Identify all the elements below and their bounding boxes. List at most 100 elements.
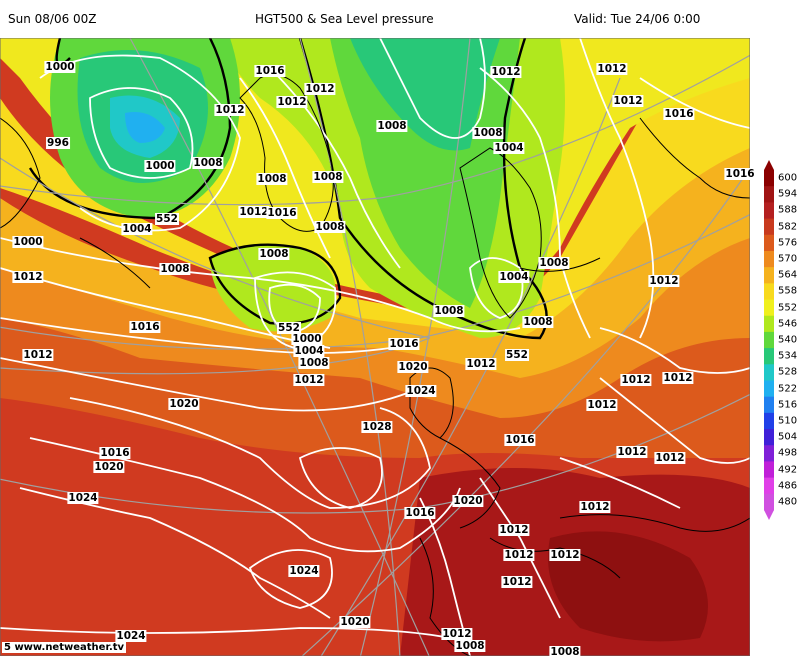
contour-552-west — [28, 38, 232, 220]
coastlines — [0, 74, 750, 656]
legend-value: 480 — [778, 496, 798, 508]
isobar-label: 1020 — [168, 398, 200, 410]
isobar-label: 1012 — [214, 104, 246, 116]
isobar-label: 1012 — [276, 96, 308, 108]
isobar-label: 1012 — [304, 83, 336, 95]
legend-value: 504 — [778, 431, 798, 443]
isobar-label: 1008 — [522, 316, 554, 328]
isobar-label: 1008 — [376, 120, 408, 132]
legend-swatch — [764, 218, 774, 236]
isobar-label: 552 — [505, 349, 529, 361]
legend-value: 522 — [778, 383, 798, 395]
legend-colorbar — [764, 160, 774, 520]
legend-swatch — [764, 396, 774, 414]
legend-swatch — [764, 250, 774, 268]
legend-swatch — [764, 331, 774, 349]
isobar-label: 1016 — [266, 207, 298, 219]
legend-swatch — [764, 493, 774, 511]
legend-value: 528 — [778, 366, 798, 378]
legend-value: 540 — [778, 334, 798, 346]
legend-swatch — [764, 283, 774, 301]
legend-value: 594 — [778, 188, 798, 200]
isobar-label: 1024 — [288, 565, 320, 577]
legend-value: 564 — [778, 269, 798, 281]
legend-swatch — [764, 267, 774, 284]
isobar-label: 1012 — [490, 66, 522, 78]
isobar-label: 1016 — [663, 108, 695, 120]
legend-swatch — [764, 445, 774, 462]
isobar-label: 1008 — [549, 646, 581, 658]
isobar-label: 1000 — [44, 61, 76, 73]
legend-swatch — [764, 412, 774, 430]
legend-swatch — [764, 186, 774, 203]
isobar-label: 1012 — [465, 358, 497, 370]
legend-value: 492 — [778, 464, 798, 476]
legend-value: 516 — [778, 399, 798, 411]
isobar-label: 1012 — [596, 63, 628, 75]
isobar-label: 1012 — [549, 549, 581, 561]
legend-swatch — [764, 364, 774, 381]
isobar-label: 552 — [277, 322, 301, 334]
isobar-label: 1008 — [472, 127, 504, 139]
legend-value: 558 — [778, 285, 798, 297]
isobar-label: 1012 — [648, 275, 680, 287]
isobar-label: 1012 — [579, 501, 611, 513]
legend-swatch — [764, 170, 774, 187]
isobar-label: 1004 — [498, 271, 530, 283]
isobar-label: 1012 — [22, 349, 54, 361]
legend-swatch — [764, 477, 774, 495]
isobar-label: 1012 — [498, 524, 530, 536]
height-band-540 — [350, 38, 500, 151]
isobar-label: 1016 — [404, 507, 436, 519]
legend-bottom-arrow — [764, 510, 774, 520]
height-band-528-low — [125, 112, 165, 143]
isobar-label: 1008 — [433, 305, 465, 317]
legend-value: 498 — [778, 447, 798, 459]
credit-text: 5 www.netweather.tv — [2, 642, 127, 653]
isobar-label: 1012 — [654, 452, 686, 464]
isobar-label: 1020 — [452, 495, 484, 507]
legend-value: 588 — [778, 204, 798, 216]
isobar-label: 1008 — [258, 248, 290, 260]
legend-value: 510 — [778, 415, 798, 427]
isobar-label: 1004 — [121, 223, 153, 235]
color-legend: 600 594 588 582 576 570 564 558 552 546 540 534 528 5… — [760, 160, 800, 520]
model-run-label: Sun 08/06 00Z — [8, 12, 97, 26]
legend-value: 546 — [778, 318, 798, 330]
weather-map — [0, 38, 750, 656]
isobar-label: 1008 — [454, 640, 486, 652]
isobar-label: 1024 — [405, 385, 437, 397]
legend-value: 534 — [778, 350, 798, 362]
isobar-label: 1008 — [298, 357, 330, 369]
contour-552-east — [298, 38, 548, 340]
isobar-label: 1012 — [612, 95, 644, 107]
legend-swatch — [764, 299, 774, 317]
legend-value: 570 — [778, 253, 798, 265]
isobar-label: 1016 — [388, 338, 420, 350]
isobar-label: 1008 — [314, 221, 346, 233]
isobar-label: 996 — [46, 137, 70, 149]
legend-value: 552 — [778, 302, 798, 314]
legend-value: 486 — [778, 480, 798, 492]
isobar-label: 1008 — [538, 257, 570, 269]
legend-top-arrow — [764, 160, 774, 170]
isobar-label: 1008 — [256, 173, 288, 185]
isobar-label: 1024 — [115, 630, 147, 642]
legend-value: 600 — [778, 172, 798, 184]
legend-swatch — [764, 348, 774, 365]
legend-swatch — [764, 202, 774, 220]
isobar-label: 1012 — [441, 628, 473, 640]
isobar-label: 1012 — [238, 206, 270, 218]
height-band-576 — [0, 218, 750, 418]
isobar-label: 1000 — [144, 160, 176, 172]
isobar-label: 1000 — [291, 333, 323, 345]
legend-swatch — [764, 234, 774, 252]
height-band-600 — [548, 531, 708, 642]
legend-value: 582 — [778, 221, 798, 233]
chart-title: HGT500 & Sea Level pressure — [255, 12, 434, 26]
isobar-label: 1004 — [293, 345, 325, 357]
isobar-label: 1008 — [312, 171, 344, 183]
isobar-label: 1012 — [503, 549, 535, 561]
isobar-label: 1012 — [12, 271, 44, 283]
isobar-label: 1012 — [586, 399, 618, 411]
